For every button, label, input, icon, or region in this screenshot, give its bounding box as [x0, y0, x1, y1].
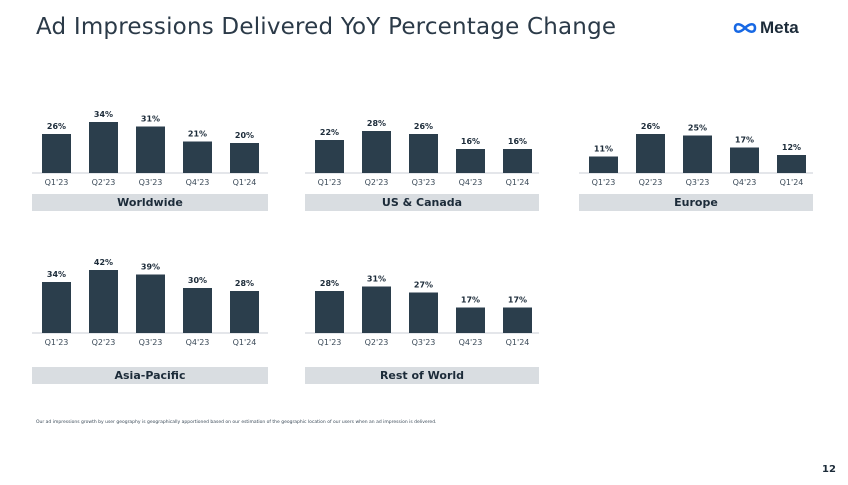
bar-q2-23	[362, 131, 391, 173]
data-label: 11%	[594, 145, 613, 154]
data-label: 21%	[188, 130, 207, 139]
bar-chart-worldwide: 26% Q1'23 34% Q2'23 31% Q3'23 21% Q4'23 20% Q1'24	[32, 110, 268, 187]
x-tick-label: Q4'23	[459, 178, 483, 187]
bar-q3-23	[683, 135, 712, 173]
x-tick-label: Q2'23	[365, 338, 389, 347]
x-tick-label: Q3'23	[139, 178, 163, 187]
bar-q4-23	[183, 288, 212, 333]
x-tick-label: Q1'24	[780, 178, 804, 187]
data-label: 34%	[94, 110, 113, 119]
bar-q2-23	[362, 286, 391, 333]
bar-q1-24	[503, 149, 532, 173]
bar-q3-23	[409, 134, 438, 173]
bar-q1-23	[589, 156, 618, 173]
x-tick-label: Q4'23	[733, 178, 757, 187]
data-label: 20%	[235, 131, 254, 140]
region-label-asia-pacific: Asia-Pacific	[32, 367, 268, 384]
meta-logo-text: Meta	[760, 18, 799, 37]
data-label: 27%	[414, 281, 433, 290]
bar-q1-24	[777, 155, 806, 173]
x-tick-label: Q2'23	[365, 178, 389, 187]
data-label: 42%	[94, 258, 113, 267]
region-label-worldwide: Worldwide	[32, 194, 268, 211]
x-tick-label: Q4'23	[459, 338, 483, 347]
bar-chart-asia-pacific: 34% Q1'23 42% Q2'23 39% Q3'23 30% Q4'23 28% Q1'24	[32, 258, 268, 347]
data-label: 25%	[688, 124, 707, 133]
region-label-us-canada: US & Canada	[305, 194, 539, 211]
bar-q4-23	[456, 149, 485, 173]
x-tick-label: Q1'24	[233, 338, 257, 347]
bar-chart-europe: 11% Q1'23 26% Q2'23 25% Q3'23 17% Q4'23 12% Q1'24	[579, 122, 813, 187]
page-number: 12	[822, 464, 836, 475]
bar-q1-23	[42, 134, 71, 173]
x-tick-label: Q1'23	[45, 178, 69, 187]
data-label: 17%	[735, 136, 754, 145]
bar-q1-23	[42, 282, 71, 333]
x-tick-label: Q1'24	[506, 178, 530, 187]
x-tick-label: Q2'23	[92, 178, 116, 187]
x-tick-label: Q1'24	[233, 178, 257, 187]
data-label: 17%	[508, 296, 527, 305]
bar-q1-24	[230, 143, 259, 173]
data-label: 31%	[141, 115, 160, 124]
data-label: 28%	[235, 279, 254, 288]
data-label: 28%	[367, 119, 386, 128]
chart-rest-of-world: 28% Q1'23 31% Q2'23 27% Q3'23 17% Q4'23 17% Q1'24	[305, 255, 539, 351]
data-label: 39%	[141, 263, 160, 272]
x-tick-label: Q1'24	[506, 338, 530, 347]
bar-q4-23	[730, 147, 759, 173]
bar-q1-23	[315, 140, 344, 173]
data-label: 28%	[320, 279, 339, 288]
bar-q3-23	[136, 274, 165, 333]
bar-chart-rest-of-world: 28% Q1'23 31% Q2'23 27% Q3'23 17% Q4'23 17% Q1'24	[305, 275, 539, 347]
bar-q1-24	[503, 307, 532, 333]
bar-q3-23	[136, 126, 165, 173]
x-tick-label: Q1'23	[318, 178, 342, 187]
region-label-rest-of-world: Rest of World	[305, 367, 539, 384]
bar-chart-us-canada: 22% Q1'23 28% Q2'23 26% Q3'23 16% Q4'23 16% Q1'24	[305, 119, 539, 187]
meta-logo: Meta	[732, 18, 799, 38]
bar-q4-23	[183, 141, 212, 173]
bar-q4-23	[456, 307, 485, 333]
region-label-europe: Europe	[579, 194, 813, 211]
bar-q2-23	[89, 270, 118, 333]
x-tick-label: Q3'23	[412, 178, 436, 187]
x-tick-label: Q2'23	[639, 178, 663, 187]
data-label: 31%	[367, 275, 386, 284]
bar-q2-23	[89, 122, 118, 173]
data-label: 30%	[188, 276, 207, 285]
data-label: 22%	[320, 128, 339, 137]
x-tick-label: Q1'23	[592, 178, 616, 187]
data-label: 17%	[461, 296, 480, 305]
chart-us-canada: 22% Q1'23 28% Q2'23 26% Q3'23 16% Q4'23 16% Q1'24	[305, 95, 539, 191]
bar-q1-23	[315, 291, 344, 333]
x-tick-label: Q1'23	[45, 338, 69, 347]
x-tick-label: Q2'23	[92, 338, 116, 347]
chart-europe: 11% Q1'23 26% Q2'23 25% Q3'23 17% Q4'23 12% Q1'24	[579, 95, 813, 191]
x-tick-label: Q4'23	[186, 178, 210, 187]
footnote: Our ad impressions growth by user geogra…	[36, 420, 437, 425]
x-tick-label: Q1'23	[318, 338, 342, 347]
x-tick-label: Q3'23	[139, 338, 163, 347]
page-title: Ad Impressions Delivered YoY Percentage …	[36, 14, 617, 40]
data-label: 16%	[508, 137, 527, 146]
data-label: 12%	[782, 143, 801, 152]
chart-worldwide: 26% Q1'23 34% Q2'23 31% Q3'23 21% Q4'23 20% Q1'24	[32, 95, 268, 191]
meta-infinity-icon	[733, 22, 757, 34]
x-tick-label: Q3'23	[412, 338, 436, 347]
data-label: 26%	[47, 122, 66, 131]
data-label: 26%	[641, 122, 660, 131]
x-tick-label: Q4'23	[186, 338, 210, 347]
bar-q3-23	[409, 292, 438, 333]
data-label: 26%	[414, 122, 433, 131]
bar-q2-23	[636, 134, 665, 173]
bar-q1-24	[230, 291, 259, 333]
data-label: 34%	[47, 270, 66, 279]
x-tick-label: Q3'23	[686, 178, 710, 187]
data-label: 16%	[461, 137, 480, 146]
chart-asia-pacific: 34% Q1'23 42% Q2'23 39% Q3'23 30% Q4'23 28% Q1'24	[32, 255, 268, 351]
